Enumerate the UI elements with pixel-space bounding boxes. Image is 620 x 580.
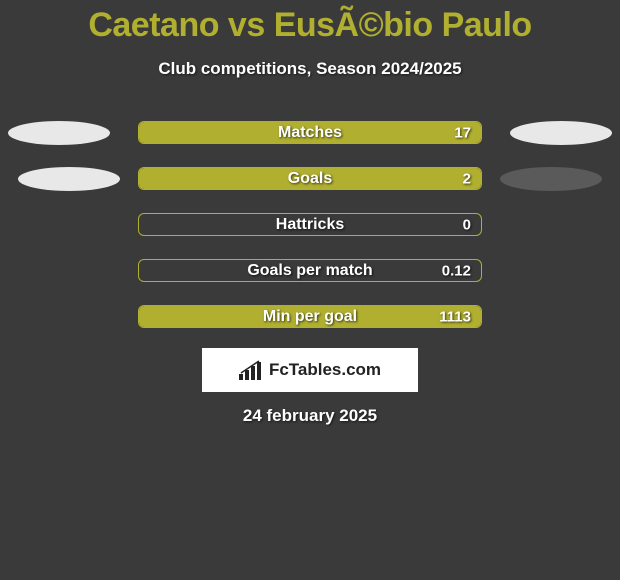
- stat-value: 2: [463, 170, 471, 187]
- ellipse-left-icon: [18, 167, 120, 191]
- stat-value: 17: [454, 124, 471, 141]
- bar-track: Goals per match 0.12: [138, 259, 482, 282]
- bar-track: Hattricks 0: [138, 213, 482, 236]
- stat-row-goals: Goals 2: [0, 167, 620, 190]
- stat-value: 0: [463, 216, 471, 233]
- bar-track: Matches 17: [138, 121, 482, 144]
- stat-label: Goals per match: [247, 262, 372, 280]
- stat-label: Matches: [278, 124, 342, 142]
- stat-label: Hattricks: [276, 216, 344, 234]
- ellipse-left-icon: [8, 121, 110, 145]
- ellipse-right-icon: [500, 167, 602, 191]
- logo-text: FcTables.com: [269, 360, 381, 380]
- bar-track: Goals 2: [138, 167, 482, 190]
- stat-row-min-per-goal: Min per goal 1113: [0, 305, 620, 328]
- bar-track: Min per goal 1113: [138, 305, 482, 328]
- page-title: Caetano vs EusÃ©bio Paulo: [88, 6, 531, 45]
- stat-label: Min per goal: [263, 308, 357, 326]
- stat-label: Goals: [288, 170, 332, 188]
- infographic-container: Caetano vs EusÃ©bio Paulo Club competiti…: [0, 0, 620, 426]
- date-text: 24 february 2025: [243, 406, 377, 426]
- fctables-logo: FcTables.com: [202, 348, 418, 392]
- stats-zone: Matches 17 Goals 2 Hattricks 0: [0, 121, 620, 328]
- bar-chart-icon: [239, 360, 263, 380]
- stat-row-goals-per-match: Goals per match 0.12: [0, 259, 620, 282]
- ellipse-right-icon: [510, 121, 612, 145]
- stat-value: 0.12: [442, 262, 471, 279]
- stat-value: 1113: [439, 308, 471, 325]
- stat-row-matches: Matches 17: [0, 121, 620, 144]
- subtitle: Club competitions, Season 2024/2025: [158, 59, 461, 79]
- stat-row-hattricks: Hattricks 0: [0, 213, 620, 236]
